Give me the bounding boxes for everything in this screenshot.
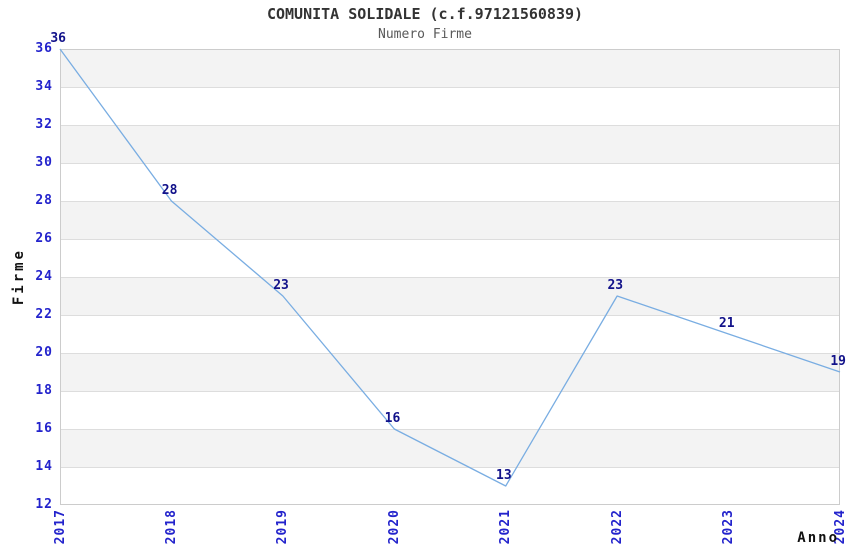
grid-band (61, 278, 839, 316)
y-tick-label: 14 (35, 459, 53, 474)
data-label: 21 (718, 316, 735, 331)
chart-subtitle: Numero Firme (378, 27, 472, 42)
grid-band (61, 202, 839, 240)
y-tick-label: 12 (35, 497, 53, 512)
data-label: 13 (496, 468, 512, 483)
grid-line (61, 467, 839, 468)
y-tick-label: 22 (35, 307, 53, 322)
line-series (59, 48, 841, 487)
data-label: 36 (50, 31, 66, 46)
y-tick-label: 18 (35, 383, 53, 398)
grid-line (61, 239, 839, 240)
grid-line (61, 277, 839, 278)
y-tick-label: 26 (35, 231, 53, 246)
data-label: 23 (607, 278, 624, 293)
grid-line (61, 429, 839, 430)
series-svg (59, 48, 841, 487)
data-label: 28 (161, 183, 178, 198)
y-axis-title: Firme (10, 49, 28, 505)
y-tick-label: 16 (35, 421, 53, 436)
y-tick-label: 28 (35, 193, 53, 208)
grid-line (61, 201, 839, 202)
y-tick-label: 30 (35, 155, 53, 170)
y-tick-label: 24 (35, 269, 53, 284)
data-label: 16 (384, 411, 401, 426)
grid-line (61, 391, 839, 392)
data-label: 23 (273, 278, 289, 293)
chart-title: COMUNITA SOLIDALE (c.f.97121560839) (266, 5, 584, 23)
y-axis-title-text: Firme (11, 248, 27, 306)
grid-band (61, 354, 839, 392)
grid-line (61, 87, 839, 88)
y-tick-label: 36 (35, 41, 53, 56)
grid-line (61, 125, 839, 126)
y-tick-label: 20 (35, 345, 53, 360)
grid-band (61, 430, 839, 468)
grid-line (61, 353, 839, 354)
grid-line (61, 315, 839, 316)
grid-line (61, 163, 839, 164)
grid-band (61, 126, 839, 164)
x-axis-title: Anno (797, 530, 839, 546)
grid-band (61, 50, 839, 88)
plot-area (60, 49, 840, 505)
data-label: 19 (830, 354, 846, 369)
y-tick-label: 32 (35, 117, 53, 132)
y-tick-label: 34 (35, 79, 53, 94)
